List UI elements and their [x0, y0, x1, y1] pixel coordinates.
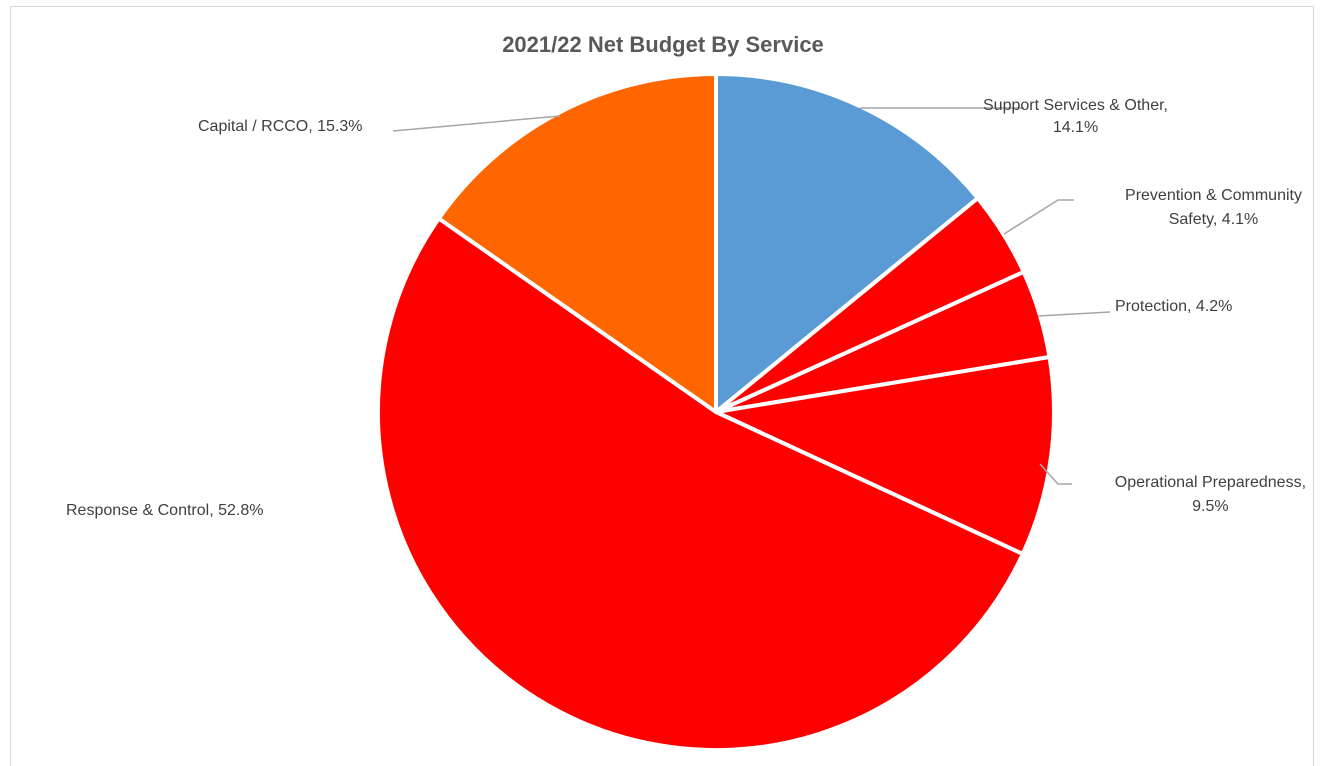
pie-slice-response-control	[376, 216, 1025, 752]
data-label-line: Response & Control, 52.8%	[66, 502, 263, 519]
leader-lines	[392, 107, 1111, 485]
data-label-support-services-other: Support Services & Other, 14.1%	[983, 97, 1168, 136]
data-label-response-control: Response & Control, 52.8%	[66, 502, 263, 519]
leader-line-operational-preparedness	[1039, 463, 1072, 485]
data-label-line: Prevention & Community	[1125, 187, 1302, 204]
leader-line-capital-rcco	[392, 115, 561, 132]
leader-line-protection	[1037, 311, 1111, 317]
data-label-line: 9.5%	[1192, 498, 1228, 515]
data-label-capital-rcco: Capital / RCCO, 15.3%	[198, 118, 363, 135]
data-label-operational-preparedness: Operational Preparedness, 9.5%	[1115, 474, 1306, 515]
leader-line-prevention-community-safety	[1003, 199, 1074, 235]
pie-slice-capital-rcco	[436, 72, 718, 414]
data-label-prevention-community-safety: Prevention & Community Safety, 4.1%	[1125, 187, 1302, 228]
pie-slice-operational-preparedness	[714, 355, 1056, 556]
data-label-line: 14.1%	[1053, 119, 1098, 136]
data-label-line: Safety, 4.1%	[1169, 211, 1259, 228]
chart-title: 2021/22 Net Budget By Service	[502, 32, 824, 57]
pie-slice-support-services-other	[714, 72, 980, 414]
data-label-protection: Protection, 4.2%	[1115, 298, 1232, 315]
data-label-line: Capital / RCCO, 15.3%	[198, 118, 363, 135]
data-label-line: Protection, 4.2%	[1115, 298, 1232, 315]
data-label-line: Support Services & Other,	[983, 97, 1168, 114]
data-labels: Support Services & Other, 14.1% Prevention…	[66, 97, 1306, 519]
pie-slices	[376, 72, 1056, 752]
data-label-line: Operational Preparedness,	[1115, 474, 1306, 491]
